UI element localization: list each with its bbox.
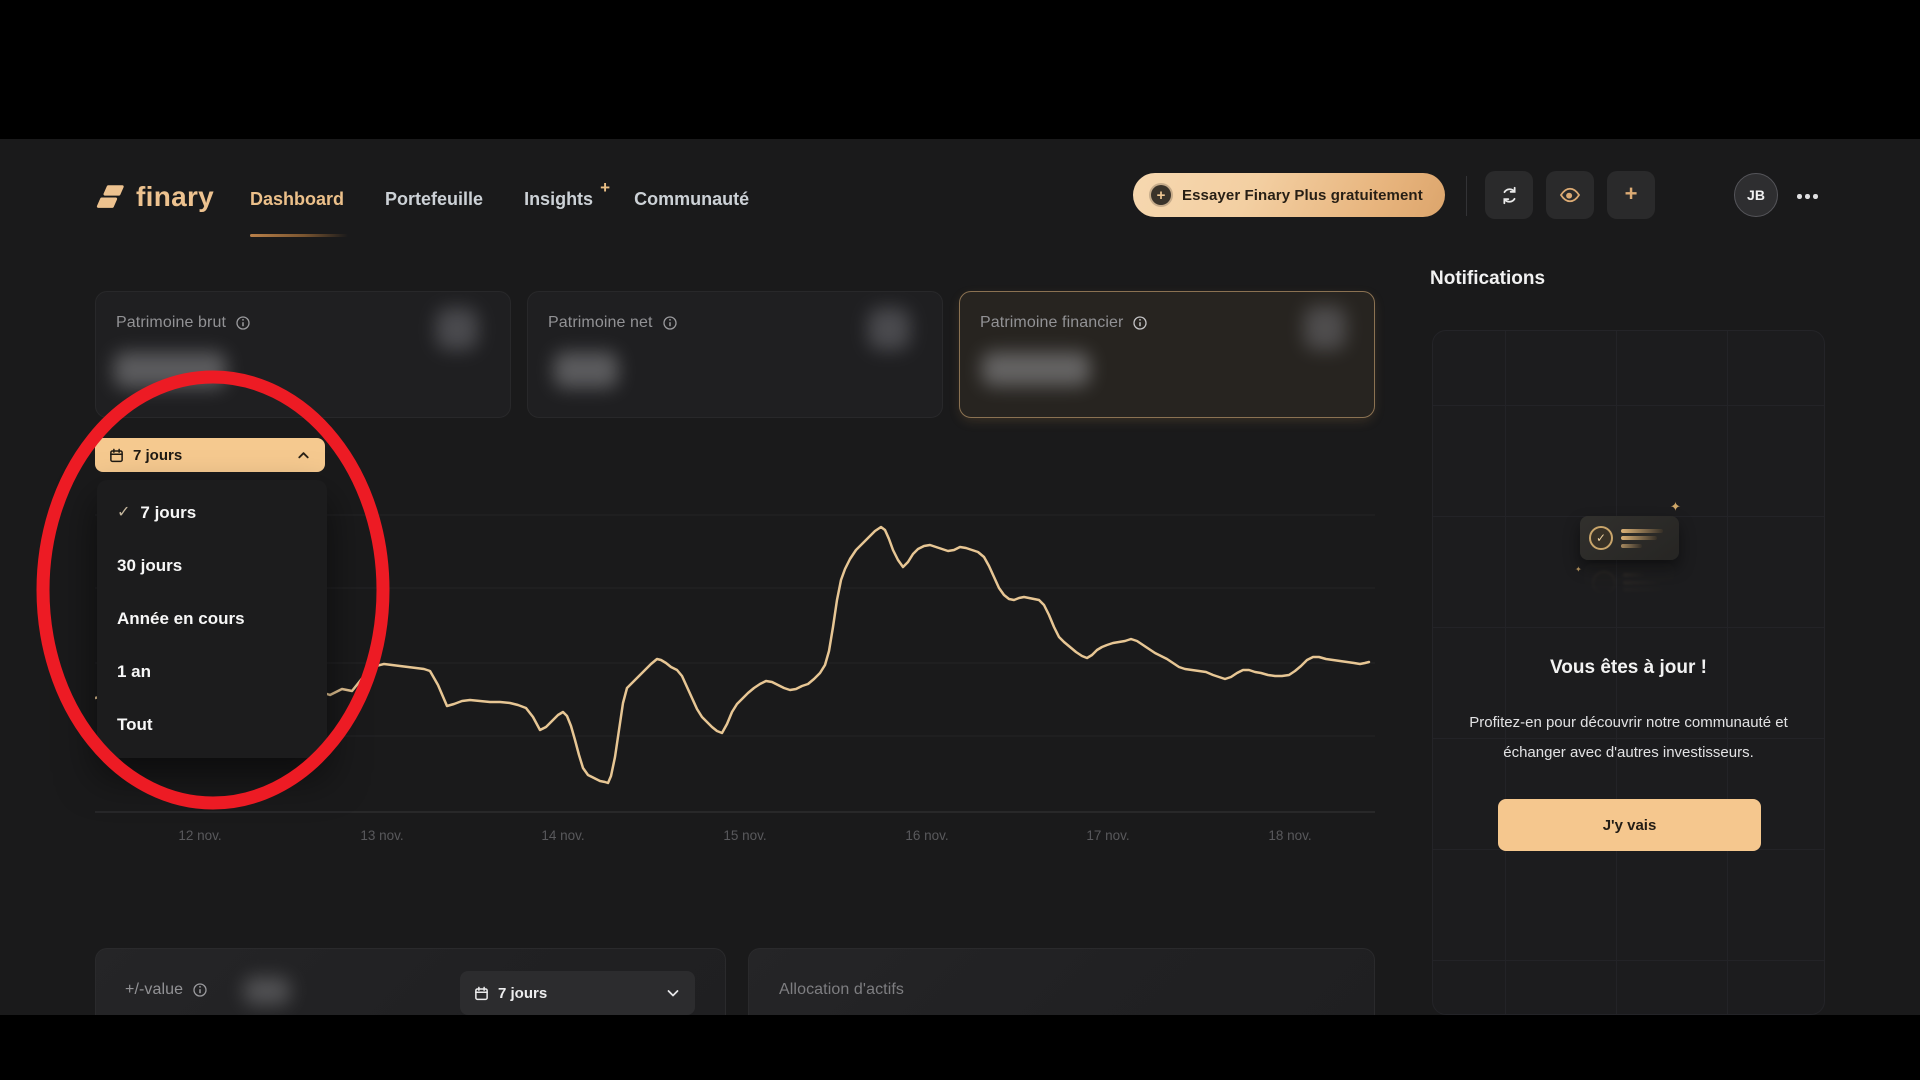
plus-icon: + xyxy=(1624,181,1638,206)
plus-badge-icon: + xyxy=(1151,185,1171,205)
blurred-badge xyxy=(1304,306,1346,350)
text-lines-illustration xyxy=(1621,528,1663,548)
pl-period-label: 7 jours xyxy=(498,984,548,1002)
period-selected-label: 7 jours xyxy=(133,446,183,464)
jy-vais-label: J'y vais xyxy=(1602,816,1657,834)
nav-item-dashboard[interactable]: Dashboard xyxy=(250,186,348,237)
card-title: Patrimoine net xyxy=(548,314,653,331)
info-icon[interactable] xyxy=(1132,315,1148,331)
nav-item-label: Insights xyxy=(524,189,594,209)
bottom-letterbox-bar xyxy=(0,1015,1920,1080)
dropdown-option-1-an[interactable]: 1 an xyxy=(97,645,327,698)
nav-item-communaute[interactable]: Communauté xyxy=(634,186,749,212)
dropdown-option-ann-e-en-cours[interactable]: Année en cours xyxy=(97,592,327,645)
finary-logo[interactable]: finary xyxy=(95,182,214,212)
nav-item-label: Portefeuille xyxy=(385,189,484,209)
dropdown-option-7-jours[interactable]: ✓ 7 jours xyxy=(97,486,327,539)
x-tick-label: 15 nov. xyxy=(723,828,767,843)
illustration-reflection xyxy=(1584,563,1675,603)
nav-divider xyxy=(1466,176,1467,216)
chart-line-patrimoine xyxy=(95,525,1371,785)
calendar-icon xyxy=(109,448,124,463)
dropdown-option-label: 1 an xyxy=(117,661,152,681)
avatar-initials: JB xyxy=(1747,187,1765,203)
check-circle-icon: ✓ xyxy=(1589,526,1613,550)
info-icon[interactable] xyxy=(235,315,251,331)
card-patrimoine-brut[interactable]: Patrimoine brut xyxy=(95,291,511,418)
empty-state-text: échanger avec d'autres investisseurs. xyxy=(1503,744,1754,761)
chart-x-axis-labels: 12 nov. 13 nov. 14 nov. 15 nov. 16 nov. 17 no… xyxy=(95,828,1375,848)
dropdown-option-tout[interactable]: Tout xyxy=(97,698,327,751)
add-button[interactable]: + xyxy=(1607,171,1655,219)
blurred-value xyxy=(114,352,226,388)
x-tick-label: 18 nov. xyxy=(1268,828,1312,843)
info-icon[interactable] xyxy=(662,315,678,331)
cta-label: Essayer Finary Plus gratuitement xyxy=(1182,186,1423,204)
avatar[interactable]: JB xyxy=(1734,173,1778,217)
x-tick-label: 17 nov. xyxy=(1086,828,1130,843)
sparkle-icon: ✦ xyxy=(1575,565,1582,574)
blurred-value xyxy=(244,977,290,1005)
empty-state-text: Profitez-en pour découvrir notre communa… xyxy=(1469,714,1788,731)
card-title: Allocation d'actifs xyxy=(779,981,905,998)
card-allocation-actifs[interactable]: Allocation d'actifs xyxy=(748,948,1375,1015)
top-letterbox-bar xyxy=(0,0,1920,139)
blurred-value xyxy=(982,352,1090,386)
nav-item-insights[interactable]: Insights + xyxy=(524,178,610,212)
finary-logo-icon xyxy=(95,182,127,212)
nav-item-label: Dashboard xyxy=(250,189,345,209)
notifications-panel: ✓ Vous êtes à jour ! Profitez-en pour dé… xyxy=(1432,330,1825,1015)
refresh-button[interactable] xyxy=(1485,171,1533,219)
dropdown-option-label: Année en cours xyxy=(117,608,245,628)
check-icon: ✓ xyxy=(117,503,131,521)
x-tick-label: 16 nov. xyxy=(905,828,949,843)
more-menu-icon[interactable] xyxy=(1797,194,1818,199)
chevron-down-icon xyxy=(665,985,681,1001)
info-icon[interactable] xyxy=(192,982,208,998)
nav-item-portefeuille[interactable]: Portefeuille xyxy=(385,186,483,212)
card-title: +/-value xyxy=(125,981,184,998)
jy-vais-button[interactable]: J'y vais xyxy=(1498,799,1761,851)
x-tick-label: 13 nov. xyxy=(360,828,404,843)
insights-plus-badge: + xyxy=(600,178,611,197)
eye-icon xyxy=(1559,184,1581,206)
finary-logo-text: finary xyxy=(136,181,215,212)
pl-period-dropdown-button[interactable]: 7 jours xyxy=(460,971,695,1015)
blurred-value xyxy=(554,352,618,388)
dropdown-option-30-jours[interactable]: 30 jours xyxy=(97,539,327,592)
chevron-up-icon xyxy=(296,448,311,463)
x-tick-label: 12 nov. xyxy=(178,828,222,843)
sparkle-icon: ✦ xyxy=(1670,499,1681,514)
blurred-badge xyxy=(436,308,478,350)
refresh-icon xyxy=(1499,185,1520,206)
card-patrimoine-financier[interactable]: Patrimoine financier xyxy=(959,291,1375,418)
card-patrimoine-net[interactable]: Patrimoine net xyxy=(527,291,943,418)
calendar-icon xyxy=(474,986,489,1001)
nav-menu: Dashboard Portefeuille Insights + Communauté xyxy=(250,178,749,237)
finary-plus-cta-button[interactable]: + Essayer Finary Plus gratuitement xyxy=(1133,173,1445,217)
notification-illustration: ✓ xyxy=(1580,516,1679,560)
card-title: Patrimoine financier xyxy=(980,314,1124,331)
dropdown-option-label: Tout xyxy=(117,714,153,734)
blurred-badge xyxy=(868,308,910,350)
empty-state-title: Vous êtes à jour ! xyxy=(1550,657,1707,678)
period-dropdown-menu: ✓ 7 jours 30 jours Année en cours 1 an Tout xyxy=(97,480,327,758)
dropdown-option-label: 7 jours xyxy=(140,502,197,522)
card-title: Patrimoine brut xyxy=(116,314,226,331)
dropdown-option-label: 30 jours xyxy=(117,555,183,575)
nav-item-label: Communauté xyxy=(634,189,750,209)
notifications-title: Notifications xyxy=(1430,268,1546,289)
hide-amounts-button[interactable] xyxy=(1546,171,1594,219)
active-tab-underline xyxy=(250,234,348,237)
period-dropdown-button[interactable]: 7 jours xyxy=(95,438,325,472)
x-tick-label: 14 nov. xyxy=(541,828,585,843)
